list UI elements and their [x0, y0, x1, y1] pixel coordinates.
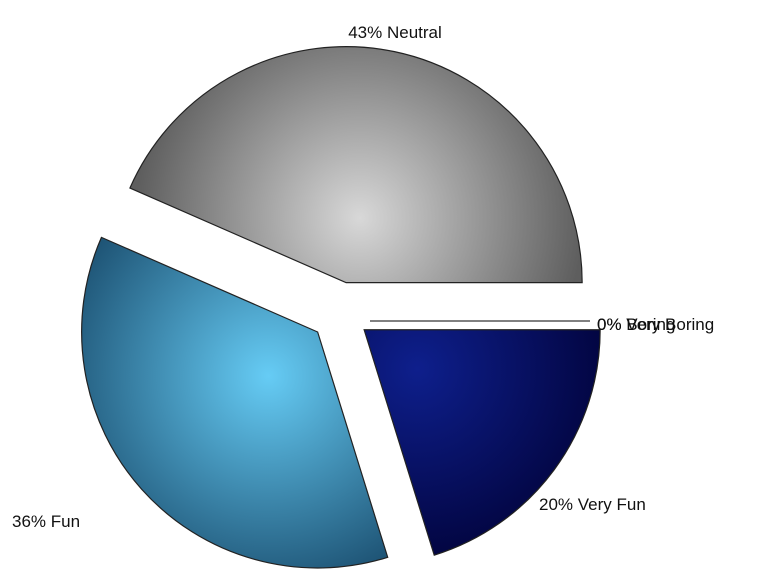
- label-very-boring: 0% Very Boring: [597, 315, 714, 334]
- label-neutral: 43% Neutral: [348, 23, 442, 42]
- slice-fun[interactable]: [81, 236, 389, 569]
- label-boring: 0% Boring: [597, 315, 675, 334]
- label-very-fun: 20% Very Fun: [539, 495, 646, 514]
- slice-very-fun[interactable]: [363, 329, 601, 556]
- pie-slices: [81, 46, 601, 569]
- pie-labels: 43% Neutral 36% Fun 20% Very Fun 0% Bori…: [12, 23, 714, 531]
- label-fun: 36% Fun: [12, 512, 80, 531]
- slice-neutral[interactable]: [129, 46, 583, 284]
